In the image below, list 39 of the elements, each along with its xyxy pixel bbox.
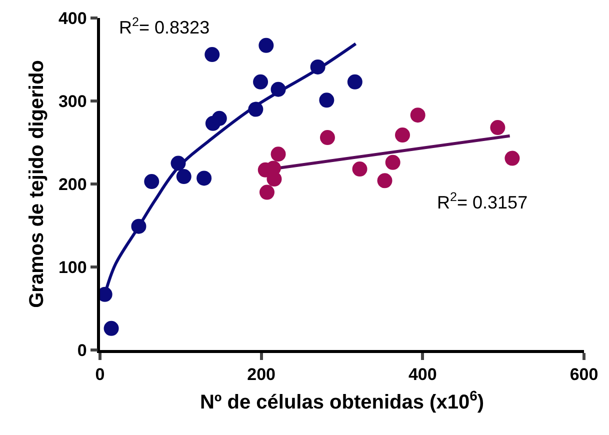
point [204,47,220,62]
x-axis-title: Nº de células obtenidas (x10$^{6}$) [200,387,484,414]
point [410,108,426,123]
point [104,320,119,336]
point [320,130,335,146]
point [144,174,160,190]
point [253,74,268,90]
point [248,102,264,117]
y-axis-title: Gramos de tejido digerido [26,60,48,308]
point [176,169,192,184]
point [347,74,362,90]
x-tick-label: 400 [408,365,437,384]
point [377,173,392,188]
point [385,154,400,170]
point [490,120,506,136]
x-tick-label: 600 [570,365,598,384]
point [504,150,520,166]
y-tick-label: 300 [58,92,87,111]
point [310,59,326,74]
point [170,156,186,171]
point [395,128,410,143]
point [319,92,334,108]
x-tick-label: 200 [247,365,276,384]
point [259,184,274,200]
point [270,146,286,162]
annotation: R$^{2}$= 0.3157 [437,190,528,213]
point [352,162,368,177]
annotation: R$^{2}$= 0.8323 [119,15,210,38]
x-tick-label: 0 [95,365,105,384]
point [270,82,286,97]
y-tick-label: 400 [58,8,87,28]
point [196,170,212,186]
point [131,218,146,234]
y-tick-label: 0 [77,340,87,360]
point [266,172,282,187]
point [212,110,227,126]
y-tick-label: 200 [58,174,87,194]
y-tick-label: 100 [58,258,87,277]
point [258,38,274,53]
